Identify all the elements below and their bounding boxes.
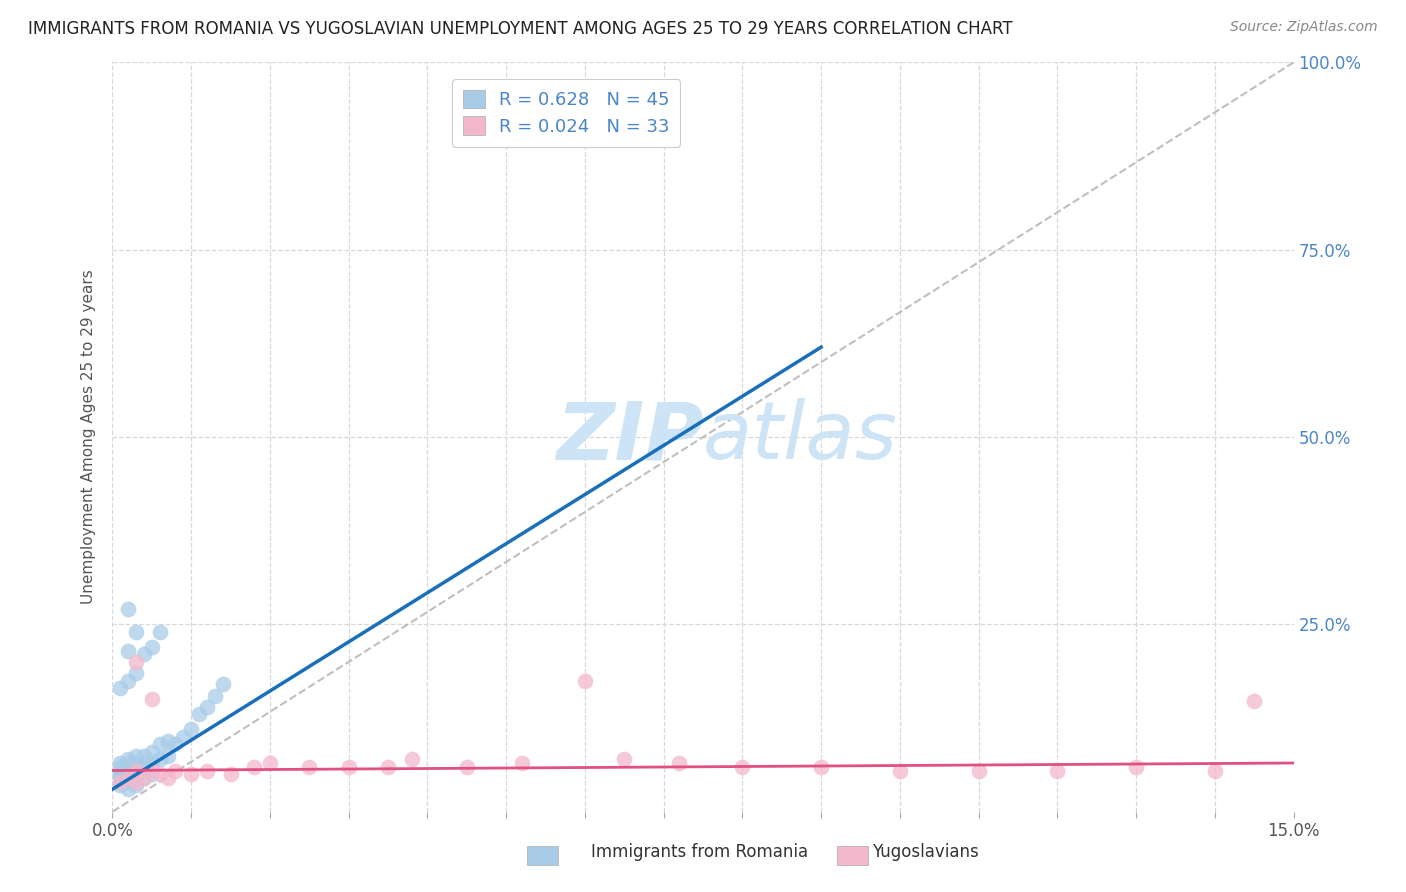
Point: [456, 760, 478, 774]
Point: [156, 733, 179, 747]
Y-axis label: Unemployment Among Ages 25 to 29 years: Unemployment Among Ages 25 to 29 years: [80, 269, 96, 605]
Point: [125, 779, 148, 793]
Point: [259, 756, 281, 770]
Point: [377, 760, 399, 774]
Point: [180, 723, 202, 737]
Point: [117, 673, 139, 688]
Point: [156, 748, 179, 763]
Point: [117, 771, 139, 785]
Point: [125, 764, 148, 778]
Point: [110, 771, 132, 785]
Point: [1125, 760, 1147, 774]
Point: [731, 760, 754, 774]
Text: Yugoslavians: Yugoslavians: [872, 843, 979, 861]
Point: [401, 752, 423, 766]
Point: [1046, 764, 1069, 778]
Point: [668, 756, 690, 770]
Point: [180, 767, 202, 781]
Point: [117, 767, 139, 781]
Point: [219, 767, 242, 781]
Point: [110, 764, 132, 778]
Point: [132, 771, 155, 785]
Text: ZIP: ZIP: [555, 398, 703, 476]
Point: [132, 648, 155, 662]
Point: [110, 774, 132, 789]
Point: [125, 771, 148, 785]
Text: Source: ZipAtlas.com: Source: ZipAtlas.com: [1230, 20, 1378, 34]
Point: [110, 774, 132, 789]
Point: [125, 748, 148, 763]
Legend: R = 0.628   N = 45, R = 0.024   N = 33: R = 0.628 N = 45, R = 0.024 N = 33: [453, 79, 681, 146]
Point: [156, 771, 179, 785]
Point: [510, 756, 533, 770]
Point: [141, 764, 163, 778]
Point: [125, 624, 148, 639]
Point: [141, 756, 163, 770]
Point: [172, 730, 194, 744]
Point: [110, 767, 132, 781]
Point: [1204, 764, 1226, 778]
Point: [519, 108, 541, 122]
Text: IMMIGRANTS FROM ROMANIA VS YUGOSLAVIAN UNEMPLOYMENT AMONG AGES 25 TO 29 YEARS CO: IMMIGRANTS FROM ROMANIA VS YUGOSLAVIAN U…: [28, 20, 1012, 37]
Point: [117, 774, 139, 789]
Point: [298, 760, 321, 774]
Point: [141, 745, 163, 759]
Point: [125, 655, 148, 669]
Point: [967, 764, 990, 778]
Point: [125, 756, 148, 770]
Point: [117, 602, 139, 616]
Text: Immigrants from Romania: Immigrants from Romania: [591, 843, 807, 861]
Point: [125, 666, 148, 681]
Point: [165, 737, 187, 751]
Point: [1243, 694, 1265, 708]
Point: [810, 760, 832, 774]
Point: [141, 692, 163, 706]
Point: [117, 752, 139, 766]
Point: [149, 737, 172, 751]
Point: [613, 752, 636, 766]
Point: [195, 699, 218, 714]
Point: [149, 624, 172, 639]
Point: [165, 764, 187, 778]
Point: [204, 689, 226, 703]
Point: [195, 764, 218, 778]
Point: [337, 760, 360, 774]
Point: [125, 764, 148, 778]
Point: [141, 640, 163, 654]
Point: [110, 681, 132, 695]
Point: [110, 760, 132, 774]
Text: atlas: atlas: [703, 398, 898, 476]
Point: [243, 760, 266, 774]
Point: [110, 779, 132, 793]
Point: [117, 760, 139, 774]
Point: [149, 752, 172, 766]
Point: [117, 643, 139, 657]
Point: [117, 756, 139, 770]
Point: [132, 748, 155, 763]
Point: [125, 774, 148, 789]
Point: [889, 764, 911, 778]
Point: [110, 756, 132, 770]
Point: [132, 771, 155, 785]
Point: [188, 707, 211, 722]
Point: [117, 782, 139, 797]
Point: [141, 767, 163, 781]
Point: [149, 767, 172, 781]
Point: [574, 673, 596, 688]
Point: [132, 756, 155, 770]
Point: [211, 677, 233, 691]
